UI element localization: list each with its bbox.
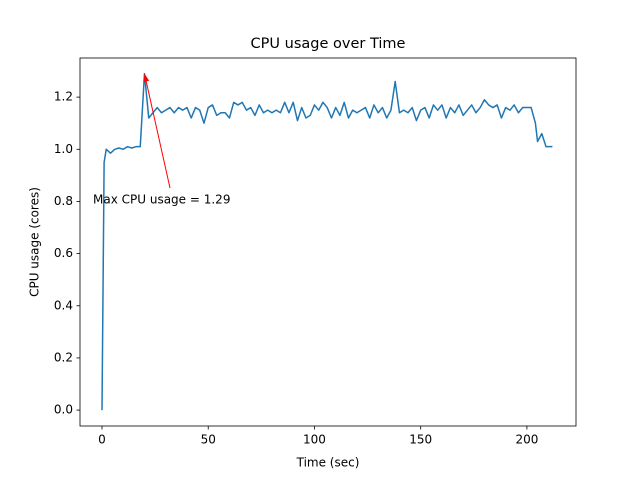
y-tick-label: 0.4 — [54, 298, 73, 312]
annotation-arrow — [145, 81, 171, 189]
data-line — [101, 72, 553, 411]
x-tick-label: 200 — [515, 433, 538, 447]
y-tick-label: 0.0 — [54, 403, 73, 417]
chart-title: CPU usage over Time — [251, 36, 406, 52]
y-tick-label: 1.0 — [54, 142, 73, 156]
x-tick-label: 100 — [303, 433, 326, 447]
plot-frame — [79, 57, 577, 427]
x-tick-label: 50 — [201, 433, 216, 447]
y-axis-label: CPU usage (cores) — [28, 187, 42, 297]
annotation-arrowhead — [143, 73, 150, 83]
x-axis-label: Time (sec) — [296, 456, 360, 470]
x-tick-label: 150 — [409, 433, 432, 447]
y-tick-label: 1.2 — [54, 90, 73, 104]
annotation-text: Max CPU usage = 1.29 — [93, 193, 230, 207]
y-tick-label: 0.2 — [54, 350, 73, 364]
y-tick-label: 0.8 — [54, 194, 73, 208]
x-tick-label: 0 — [98, 433, 106, 447]
y-tick-label: 0.6 — [54, 246, 73, 260]
